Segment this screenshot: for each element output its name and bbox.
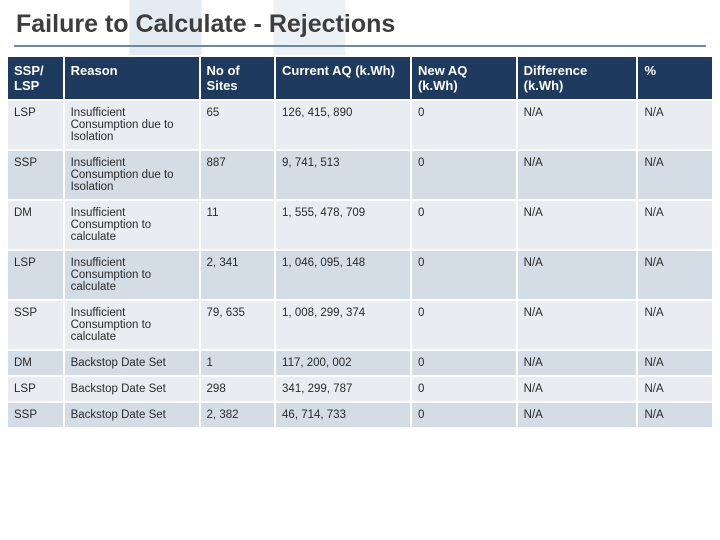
cell-no-sites: 2, 382 (200, 402, 276, 428)
cell-reason: Insufficient Consumption to calculate (64, 250, 200, 300)
cell-no-sites: 1 (200, 350, 276, 376)
cell-no-sites: 887 (200, 150, 276, 200)
cell-ssplsp: LSP (7, 376, 64, 402)
cell-current-aq: 341, 299, 787 (275, 376, 411, 402)
cell-no-sites: 79, 635 (200, 300, 276, 350)
rejections-table-wrap: SSP/ LSP Reason No of Sites Current AQ (… (0, 55, 720, 429)
cell-percent: N/A (637, 350, 713, 376)
cell-new-aq: 0 (411, 200, 517, 250)
col-reason: Reason (64, 56, 200, 100)
cell-percent: N/A (637, 200, 713, 250)
cell-current-aq: 117, 200, 002 (275, 350, 411, 376)
cell-difference: N/A (517, 200, 638, 250)
cell-new-aq: 0 (411, 150, 517, 200)
cell-difference: N/A (517, 100, 638, 150)
cell-percent: N/A (637, 300, 713, 350)
cell-ssplsp: SSP (7, 300, 64, 350)
cell-difference: N/A (517, 350, 638, 376)
cell-ssplsp: DM (7, 350, 64, 376)
cell-new-aq: 0 (411, 300, 517, 350)
cell-ssplsp: SSP (7, 150, 64, 200)
table-row: LSP Insufficient Consumption due to Isol… (7, 100, 713, 150)
table-row: LSP Backstop Date Set 298 341, 299, 787 … (7, 376, 713, 402)
title-underline (14, 45, 706, 47)
table-header-row: SSP/ LSP Reason No of Sites Current AQ (… (7, 56, 713, 100)
col-percent: % (637, 56, 713, 100)
cell-percent: N/A (637, 100, 713, 150)
col-difference: Difference (k.Wh) (517, 56, 638, 100)
cell-percent: N/A (637, 376, 713, 402)
table-row: SSP Insufficient Consumption due to Isol… (7, 150, 713, 200)
cell-current-aq: 46, 714, 733 (275, 402, 411, 428)
cell-ssplsp: SSP (7, 402, 64, 428)
cell-reason: Backstop Date Set (64, 402, 200, 428)
cell-difference: N/A (517, 376, 638, 402)
table-row: DM Backstop Date Set 1 117, 200, 002 0 N… (7, 350, 713, 376)
cell-current-aq: 126, 415, 890 (275, 100, 411, 150)
table-row: SSP Backstop Date Set 2, 382 46, 714, 73… (7, 402, 713, 428)
cell-reason: Backstop Date Set (64, 376, 200, 402)
cell-difference: N/A (517, 150, 638, 200)
col-current-aq: Current AQ (k.Wh) (275, 56, 411, 100)
page-title: Failure to Calculate - Rejections (0, 0, 720, 39)
cell-no-sites: 65 (200, 100, 276, 150)
cell-new-aq: 0 (411, 350, 517, 376)
cell-reason: Backstop Date Set (64, 350, 200, 376)
cell-new-aq: 0 (411, 402, 517, 428)
cell-reason: Insufficient Consumption to calculate (64, 300, 200, 350)
col-ssplsp: SSP/ LSP (7, 56, 64, 100)
cell-percent: N/A (637, 150, 713, 200)
cell-new-aq: 0 (411, 100, 517, 150)
cell-ssplsp: LSP (7, 100, 64, 150)
cell-difference: N/A (517, 402, 638, 428)
col-new-aq: New AQ (k.Wh) (411, 56, 517, 100)
table-row: DM Insufficient Consumption to calculate… (7, 200, 713, 250)
cell-no-sites: 11 (200, 200, 276, 250)
col-no-sites: No of Sites (200, 56, 276, 100)
cell-percent: N/A (637, 402, 713, 428)
cell-no-sites: 2, 341 (200, 250, 276, 300)
rejections-table: SSP/ LSP Reason No of Sites Current AQ (… (6, 55, 714, 429)
cell-difference: N/A (517, 300, 638, 350)
cell-current-aq: 1, 555, 478, 709 (275, 200, 411, 250)
cell-ssplsp: DM (7, 200, 64, 250)
cell-difference: N/A (517, 250, 638, 300)
cell-new-aq: 0 (411, 376, 517, 402)
cell-no-sites: 298 (200, 376, 276, 402)
cell-new-aq: 0 (411, 250, 517, 300)
cell-reason: Insufficient Consumption due to Isolatio… (64, 150, 200, 200)
cell-current-aq: 1, 008, 299, 374 (275, 300, 411, 350)
cell-current-aq: 1, 046, 095, 148 (275, 250, 411, 300)
table-row: SSP Insufficient Consumption to calculat… (7, 300, 713, 350)
cell-current-aq: 9, 741, 513 (275, 150, 411, 200)
cell-reason: Insufficient Consumption due to Isolatio… (64, 100, 200, 150)
cell-percent: N/A (637, 250, 713, 300)
cell-ssplsp: LSP (7, 250, 64, 300)
table-row: LSP Insufficient Consumption to calculat… (7, 250, 713, 300)
cell-reason: Insufficient Consumption to calculate (64, 200, 200, 250)
